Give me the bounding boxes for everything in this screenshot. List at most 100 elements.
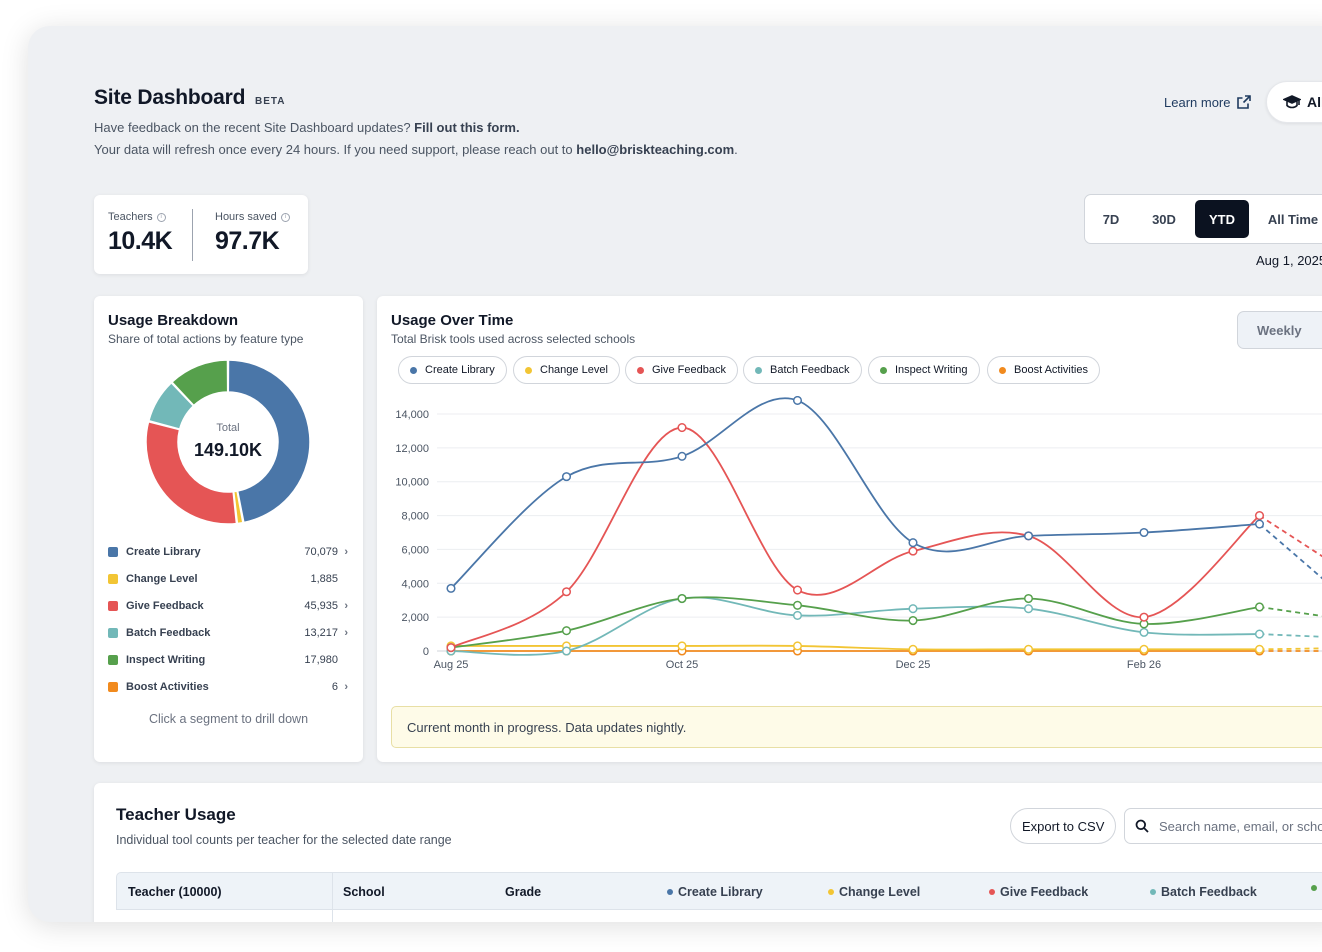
- column-label: Create Library: [678, 885, 763, 899]
- range-30d[interactable]: 30D: [1152, 211, 1176, 227]
- data-point[interactable]: [446, 643, 456, 653]
- legend-item-batch-feedback[interactable]: Batch Feedback 13,217 ›: [108, 625, 348, 641]
- series-line-give-feedback[interactable]: [450, 426, 1261, 649]
- pill-label: Batch Feedback: [770, 364, 850, 376]
- usage-donut-chart[interactable]: [144, 358, 312, 526]
- data-point[interactable]: [908, 604, 918, 614]
- series-line-inspect-writing[interactable]: [450, 596, 1260, 649]
- info-icon[interactable]: i: [280, 212, 290, 222]
- data-point[interactable]: [908, 615, 918, 626]
- data-point[interactable]: [908, 644, 918, 654]
- learn-more-link[interactable]: Learn more: [1164, 94, 1252, 110]
- legend-value: 17,980: [304, 654, 338, 666]
- feedback-form-link[interactable]: Fill out this form.: [414, 120, 520, 135]
- data-point[interactable]: [1139, 612, 1149, 622]
- data-point[interactable]: [561, 587, 572, 597]
- column-grade[interactable]: Grade: [505, 885, 542, 899]
- filter-pill-change-level[interactable]: Change Level: [513, 356, 620, 384]
- dot: [1311, 885, 1317, 891]
- y-tick-label: 2,000: [401, 612, 429, 624]
- column-create-library[interactable]: Create Library: [667, 885, 763, 899]
- external-link-icon: [1237, 95, 1252, 109]
- x-tick-label: Aug 25: [434, 659, 469, 671]
- data-point[interactable]: [677, 451, 687, 461]
- legend-item-boost-activities[interactable]: Boost Activities 6 ›: [108, 679, 348, 695]
- data-point[interactable]: [561, 472, 572, 482]
- donut-slice-create-library[interactable]: [227, 359, 311, 524]
- data-point[interactable]: [908, 546, 918, 556]
- data-point[interactable]: [792, 585, 803, 595]
- data-point[interactable]: [792, 396, 803, 406]
- data-point[interactable]: [1139, 644, 1149, 654]
- column-more[interactable]: [1311, 885, 1322, 891]
- legend-label: Inspect Writing: [126, 654, 206, 666]
- beta-badge: BETA: [255, 96, 286, 107]
- info-icon[interactable]: i: [156, 212, 166, 222]
- graduation-cap-icon: [1283, 95, 1301, 109]
- dot: [755, 366, 762, 374]
- donut-slice-inspect-writing[interactable]: [170, 359, 229, 407]
- data-point[interactable]: [677, 422, 687, 433]
- export-csv-button[interactable]: Export to CSV: [1010, 808, 1117, 844]
- legend-item-inspect-writing[interactable]: Inspect Writing 17,980: [108, 652, 348, 668]
- data-point[interactable]: [1254, 511, 1265, 521]
- range-7d[interactable]: 7D: [1102, 211, 1120, 227]
- granularity-weekly-toggle[interactable]: Weekly: [1237, 311, 1322, 349]
- data-point[interactable]: [1139, 627, 1149, 637]
- donut-total-value: 149.10K: [193, 440, 263, 460]
- filter-pill-give-feedback[interactable]: Give Feedback: [625, 356, 738, 384]
- column-change-level[interactable]: Change Level: [828, 885, 920, 899]
- data-point[interactable]: [792, 600, 803, 610]
- data-point[interactable]: [1139, 527, 1149, 538]
- dot: [989, 889, 995, 895]
- data-point[interactable]: [908, 538, 918, 548]
- donut-slice-give-feedback[interactable]: [145, 420, 238, 525]
- usage-breakdown-card: Usage Breakdown Share of total actions b…: [94, 296, 363, 762]
- data-point[interactable]: [1023, 604, 1034, 614]
- donut-slice-batch-feedback[interactable]: [147, 381, 195, 430]
- data-point[interactable]: [1023, 531, 1034, 541]
- data-point[interactable]: [1023, 593, 1034, 604]
- search-input[interactable]: Search name, email, or school: [1159, 818, 1322, 834]
- series-line-change-level[interactable]: [450, 644, 1260, 651]
- teacher-search-box[interactable]: Search name, email, or school: [1124, 808, 1322, 844]
- legend-item-create-library[interactable]: Create Library 70,079 ›: [108, 544, 348, 560]
- dot: [667, 889, 673, 895]
- filter-pill-create-library[interactable]: Create Library: [398, 356, 507, 384]
- range-ytd[interactable]: YTD: [1195, 200, 1249, 238]
- legend-item-give-feedback[interactable]: Give Feedback 45,935 ›: [108, 598, 348, 614]
- data-point[interactable]: [561, 646, 572, 656]
- school-filter-button[interactable]: All: [1266, 81, 1322, 123]
- range-all-time[interactable]: All Time: [1267, 211, 1319, 227]
- data-point[interactable]: [677, 641, 687, 651]
- filter-pill-inspect-writing[interactable]: Inspect Writing: [868, 356, 980, 384]
- column-teacher[interactable]: Teacher (10000): [128, 885, 222, 899]
- dot: [999, 366, 1006, 374]
- data-notice-banner: Current month in progress. Data updates …: [391, 706, 1322, 748]
- column-give-feedback[interactable]: Give Feedback: [989, 885, 1088, 899]
- series-line-batch-feedback[interactable]: [450, 596, 1260, 656]
- series-line-create-library[interactable]: [450, 397, 1260, 590]
- data-point[interactable]: [1254, 519, 1265, 529]
- column-batch-feedback[interactable]: Batch Feedback: [1150, 885, 1257, 899]
- legend-value: 45,935: [304, 600, 338, 612]
- filter-pill-boost-activities[interactable]: Boost Activities: [987, 356, 1100, 384]
- chevron-right-icon: ›: [344, 600, 348, 612]
- filter-pill-batch-feedback[interactable]: Batch Feedback: [743, 356, 862, 384]
- data-point[interactable]: [1254, 602, 1265, 612]
- usage-line-chart[interactable]: 0 2,000 4,000 6,000 8,000 10,000 12,000 14,000 A…: [377, 396, 1322, 686]
- data-point[interactable]: [677, 593, 687, 604]
- data-point[interactable]: [1023, 644, 1034, 654]
- data-point[interactable]: [1254, 644, 1265, 654]
- column-school[interactable]: School: [343, 885, 385, 899]
- column-divider: [332, 873, 333, 922]
- data-point[interactable]: [561, 626, 572, 636]
- data-point[interactable]: [446, 583, 456, 593]
- hours-saved-label: Hours saved: [215, 211, 277, 223]
- data-point[interactable]: [1254, 629, 1265, 639]
- series-projection: [1259, 633, 1322, 638]
- support-email-link[interactable]: hello@briskteaching.com: [576, 142, 735, 157]
- legend-item-change-level[interactable]: Change Level 1,885: [108, 571, 348, 587]
- data-point[interactable]: [792, 610, 803, 620]
- data-point[interactable]: [792, 641, 803, 651]
